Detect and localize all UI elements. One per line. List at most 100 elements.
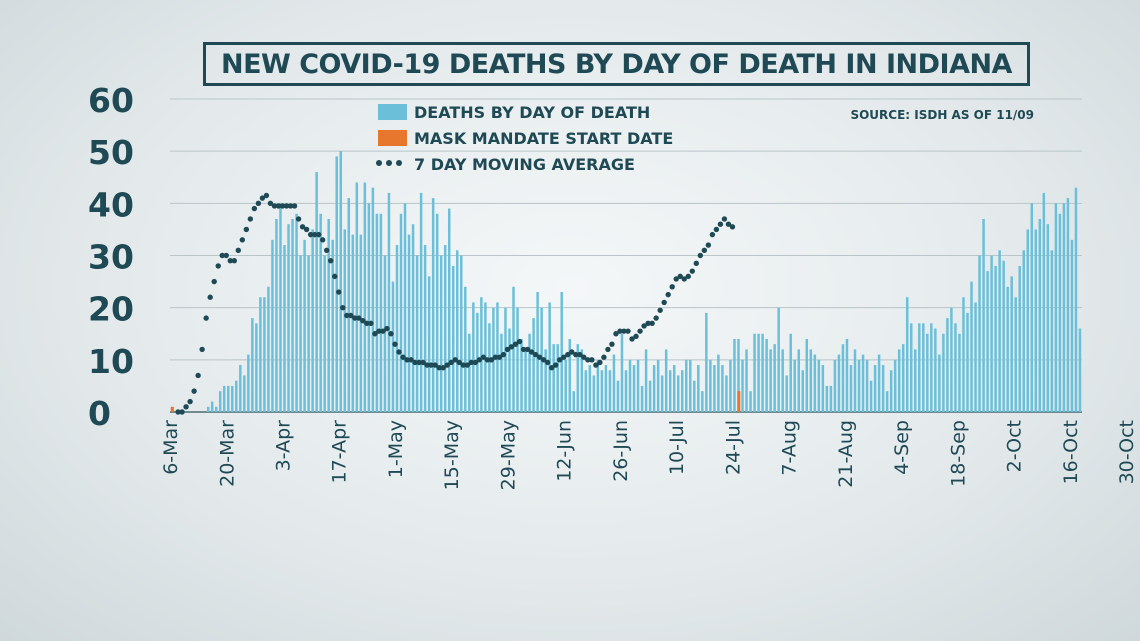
average-point bbox=[191, 388, 197, 394]
bar bbox=[962, 297, 965, 412]
average-point bbox=[303, 226, 310, 233]
average-point bbox=[392, 341, 398, 347]
bar bbox=[1062, 203, 1066, 412]
average-point bbox=[175, 409, 181, 415]
average-point bbox=[565, 351, 571, 358]
bar bbox=[544, 349, 547, 412]
bar bbox=[693, 380, 696, 412]
bar bbox=[737, 338, 740, 412]
average-point bbox=[259, 195, 266, 201]
chart-title: NEW COVID-19 DEATHS BY DAY OF DEATH IN I… bbox=[203, 42, 1030, 86]
bar bbox=[259, 297, 262, 412]
bar bbox=[1058, 213, 1062, 412]
bar bbox=[998, 250, 1001, 412]
bar bbox=[464, 286, 467, 412]
bar bbox=[439, 255, 443, 412]
bar bbox=[705, 312, 708, 412]
bar bbox=[564, 359, 567, 412]
bar bbox=[648, 380, 652, 412]
bar bbox=[777, 307, 780, 412]
bar bbox=[287, 224, 290, 412]
bar bbox=[918, 323, 921, 412]
average-point bbox=[207, 294, 213, 300]
average-point bbox=[211, 278, 217, 285]
bar bbox=[681, 370, 684, 412]
bar bbox=[391, 281, 395, 412]
average-point bbox=[621, 328, 627, 334]
average-point bbox=[609, 341, 615, 347]
bar bbox=[443, 245, 447, 412]
bar bbox=[275, 218, 278, 412]
y-tick-label: 40 bbox=[88, 185, 134, 224]
bars bbox=[206, 151, 1082, 412]
bar bbox=[697, 365, 700, 412]
y-axis-ticks: 0 10 20 30 40 50 60 bbox=[88, 81, 134, 433]
bar bbox=[395, 245, 399, 412]
bar bbox=[620, 333, 624, 412]
bar bbox=[781, 349, 784, 412]
x-tick-label: 21-Aug bbox=[835, 420, 857, 488]
average-point bbox=[336, 289, 342, 295]
average-point bbox=[661, 299, 667, 306]
bar bbox=[271, 239, 274, 412]
average-point bbox=[275, 203, 282, 209]
bar bbox=[255, 323, 258, 412]
average-point bbox=[472, 359, 479, 366]
bar bbox=[749, 391, 752, 412]
average-point bbox=[713, 226, 720, 233]
bar bbox=[387, 192, 391, 412]
average-point bbox=[721, 216, 728, 222]
bar bbox=[604, 365, 608, 412]
bar bbox=[725, 375, 728, 412]
bar bbox=[709, 359, 712, 412]
bar bbox=[588, 365, 592, 412]
average-point bbox=[299, 224, 306, 230]
mask-mandate-bars bbox=[170, 391, 741, 412]
bar bbox=[636, 359, 640, 412]
average-point bbox=[645, 320, 651, 327]
x-tick-label: 10-Jul bbox=[666, 420, 688, 475]
bar bbox=[950, 307, 953, 412]
average-point bbox=[508, 344, 515, 350]
average-point bbox=[227, 258, 233, 264]
average-point bbox=[412, 359, 418, 366]
average-point bbox=[573, 351, 579, 358]
average-point bbox=[709, 231, 716, 238]
legend-label-mask: MASK MANDATE START DATE bbox=[414, 129, 673, 148]
average-point bbox=[532, 351, 539, 358]
average-point bbox=[500, 351, 507, 358]
bar bbox=[797, 349, 801, 412]
bar bbox=[355, 182, 359, 412]
average-point bbox=[380, 328, 386, 334]
bar bbox=[668, 370, 672, 412]
bar bbox=[901, 344, 905, 412]
bar bbox=[435, 213, 439, 412]
average-point bbox=[657, 307, 663, 313]
average-point bbox=[388, 331, 394, 337]
bar bbox=[685, 359, 688, 412]
bar bbox=[793, 359, 796, 412]
average-point bbox=[440, 364, 446, 371]
bar bbox=[889, 370, 893, 412]
x-tick-label: 7-Aug bbox=[779, 420, 801, 476]
y-tick-label: 30 bbox=[88, 238, 134, 277]
bar bbox=[480, 297, 483, 412]
bar bbox=[644, 349, 648, 412]
bar bbox=[632, 365, 636, 412]
bar bbox=[745, 349, 748, 412]
bar bbox=[283, 245, 286, 412]
bar bbox=[801, 370, 805, 412]
bar bbox=[721, 365, 724, 412]
bar bbox=[809, 349, 813, 412]
bar bbox=[954, 323, 957, 412]
bar bbox=[885, 391, 889, 412]
bar bbox=[829, 385, 833, 412]
average-point bbox=[673, 276, 679, 282]
average-point bbox=[183, 404, 189, 410]
average-point bbox=[368, 320, 374, 327]
average-point bbox=[641, 323, 647, 329]
average-point bbox=[223, 252, 229, 259]
average-point bbox=[685, 273, 691, 280]
bar bbox=[367, 203, 371, 412]
bar bbox=[753, 333, 756, 412]
